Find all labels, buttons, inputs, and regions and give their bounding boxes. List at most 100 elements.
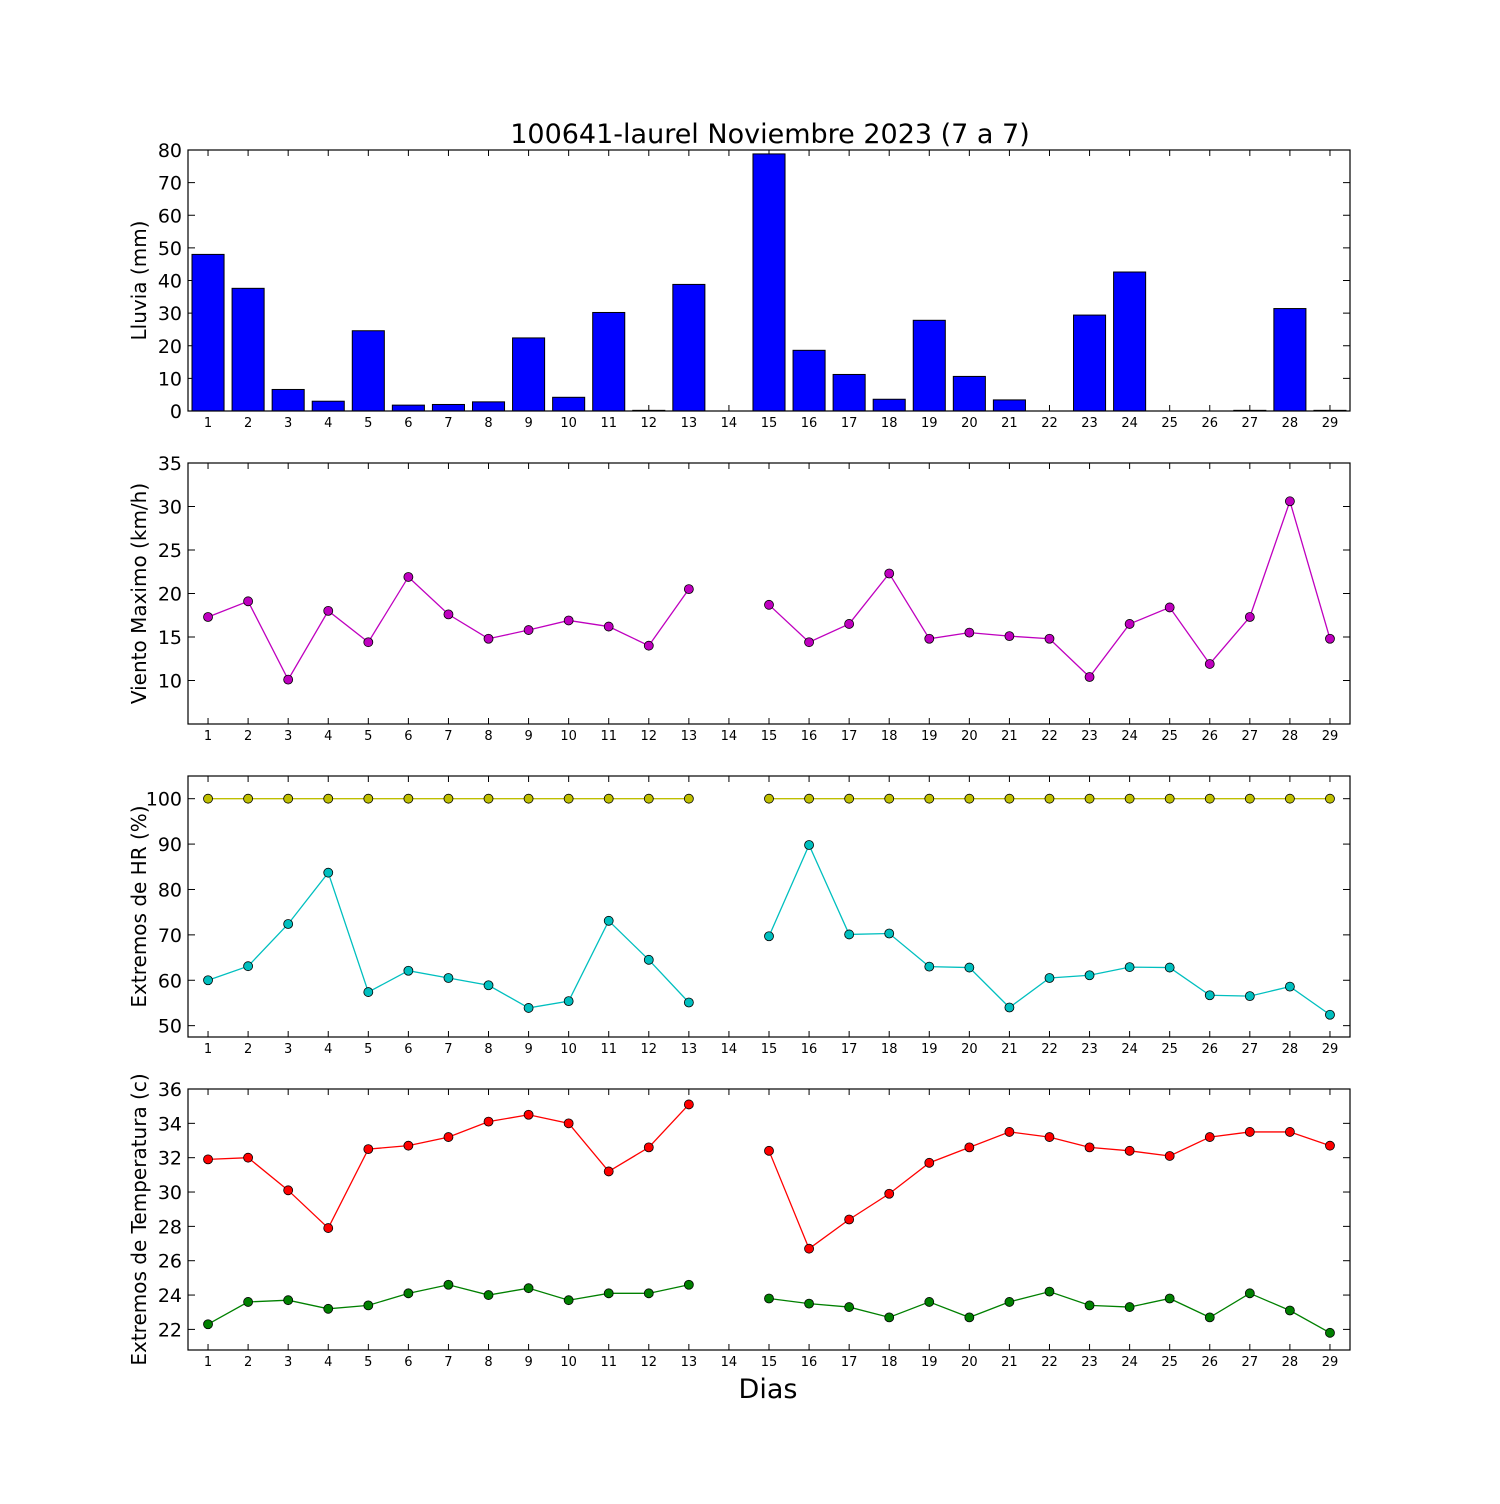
series-1-point-day-22 — [1044, 633, 1055, 644]
x-tick-label: 23 — [1081, 1042, 1098, 1057]
series-2-point-day-5 — [363, 1300, 374, 1311]
series-1-point-day-25 — [1164, 602, 1175, 613]
x-tick-label: 1 — [204, 1042, 212, 1057]
series-1-point-day-1 — [203, 1154, 213, 1165]
x-tick-label: 11 — [600, 1355, 617, 1370]
bar-day-18 — [872, 398, 906, 412]
series-1-point-day-12 — [643, 1142, 654, 1153]
x-tick-label: 16 — [801, 416, 818, 431]
x-tick-label: 29 — [1322, 1355, 1339, 1370]
x-tick-label: 3 — [284, 416, 292, 431]
bar-day-28 — [1273, 308, 1307, 412]
series-1-point-day-7 — [443, 793, 454, 804]
y-tick-label: 50 — [158, 238, 182, 260]
x-tick-label: 12 — [641, 1042, 658, 1057]
series-1-point-day-1 — [203, 793, 213, 804]
series-2-point-day-7 — [443, 1279, 454, 1290]
x-tick-label: 3 — [284, 1355, 292, 1370]
series-2-point-day-16 — [804, 1298, 814, 1309]
y-tick-label: 28 — [158, 1216, 182, 1238]
x-tick-label: 14 — [721, 416, 738, 431]
bar-day-19 — [912, 319, 946, 412]
x-tick-label: 2 — [244, 1355, 252, 1370]
x-tick-label: 16 — [801, 729, 818, 744]
series-1-point-day-23 — [1084, 793, 1095, 804]
y-axis-label: Lluvia (mm) — [127, 221, 151, 341]
y-tick-label: 80 — [158, 140, 182, 162]
bar-day-11 — [592, 311, 626, 412]
x-tick-label: 21 — [1001, 1042, 1018, 1057]
series-1-point-day-18 — [884, 568, 895, 579]
series-1-point-day-2 — [243, 793, 254, 804]
series-2-point-day-24 — [1124, 1302, 1135, 1312]
plot-frame — [187, 1088, 1351, 1351]
series-2-point-day-19 — [924, 1297, 935, 1307]
series-1-point-day-19 — [924, 633, 935, 644]
x-tick-label: 28 — [1282, 729, 1299, 744]
x-tick-label: 5 — [364, 1042, 372, 1057]
y-tick-label: 40 — [158, 271, 182, 293]
series-2-point-day-18 — [884, 1312, 895, 1323]
series-2-point-day-25 — [1164, 1293, 1175, 1304]
x-tick-label: 13 — [681, 1355, 698, 1370]
y-tick-label: 25 — [158, 540, 182, 562]
x-tick-label: 4 — [324, 1042, 332, 1057]
y-tick-label: 30 — [158, 497, 182, 519]
series-1-line — [208, 1104, 690, 1230]
x-tick-label: 15 — [761, 416, 778, 431]
y-tick-label: 34 — [158, 1113, 182, 1135]
series-1-point-day-10 — [563, 793, 574, 804]
series-1-point-day-28 — [1284, 496, 1295, 507]
x-tick-label: 26 — [1201, 1355, 1218, 1370]
series-1-point-day-2 — [243, 596, 254, 607]
series-2-point-day-13 — [683, 997, 694, 1008]
series-1-point-day-21 — [1004, 631, 1015, 642]
series-1-point-day-24 — [1124, 793, 1135, 804]
bar-day-13 — [672, 283, 706, 412]
x-tick-label: 11 — [600, 1042, 617, 1057]
series-1-point-day-15 — [764, 1145, 774, 1156]
x-tick-label: 19 — [921, 416, 938, 431]
series-2-point-day-24 — [1124, 962, 1135, 972]
series-1-point-day-11 — [603, 793, 614, 804]
series-1-point-day-6 — [403, 1140, 414, 1151]
x-tick-label: 17 — [841, 416, 858, 431]
series-1-point-day-10 — [563, 1118, 574, 1129]
y-tick-label: 15 — [158, 627, 182, 649]
series-1-point-day-5 — [363, 637, 374, 648]
x-tick-label: 7 — [444, 1042, 452, 1057]
series-1-point-day-18 — [884, 1188, 895, 1199]
x-tick-label: 6 — [404, 1042, 412, 1057]
x-tick-label: 13 — [681, 729, 698, 744]
x-tick-label: 11 — [600, 729, 617, 744]
x-tick-label: 12 — [641, 729, 658, 744]
y-tick-label: 10 — [158, 671, 182, 693]
x-tick-label: 7 — [444, 1355, 452, 1370]
bar-day-6 — [391, 404, 425, 412]
series-1-line — [768, 499, 1331, 678]
series-1-point-day-17 — [844, 793, 855, 804]
x-tick-label: 24 — [1121, 416, 1138, 431]
y-tick-label: 35 — [158, 453, 182, 475]
series-1-point-day-19 — [924, 793, 935, 804]
plot-frame — [187, 149, 1351, 412]
bar-day-7 — [431, 403, 465, 412]
series-2-line — [207, 871, 690, 1009]
series-2-point-day-28 — [1284, 1305, 1295, 1316]
series-1-point-day-28 — [1284, 1127, 1295, 1137]
series-2-point-day-20 — [964, 1312, 975, 1323]
x-axis-label: Dias — [739, 1374, 798, 1405]
x-tick-label: 22 — [1041, 416, 1058, 431]
series-2-point-day-27 — [1244, 991, 1255, 1002]
series-1-point-day-9 — [523, 793, 534, 804]
series-2-point-day-2 — [243, 961, 254, 972]
x-tick-label: 19 — [921, 729, 938, 744]
x-tick-label: 2 — [244, 729, 252, 744]
bar-day-23 — [1073, 314, 1107, 412]
bar-day-15 — [752, 153, 786, 412]
series-1-point-day-24 — [1124, 619, 1135, 629]
series-1-point-day-22 — [1044, 1132, 1055, 1142]
x-tick-label: 16 — [801, 1355, 818, 1370]
x-tick-label: 25 — [1161, 1042, 1178, 1057]
